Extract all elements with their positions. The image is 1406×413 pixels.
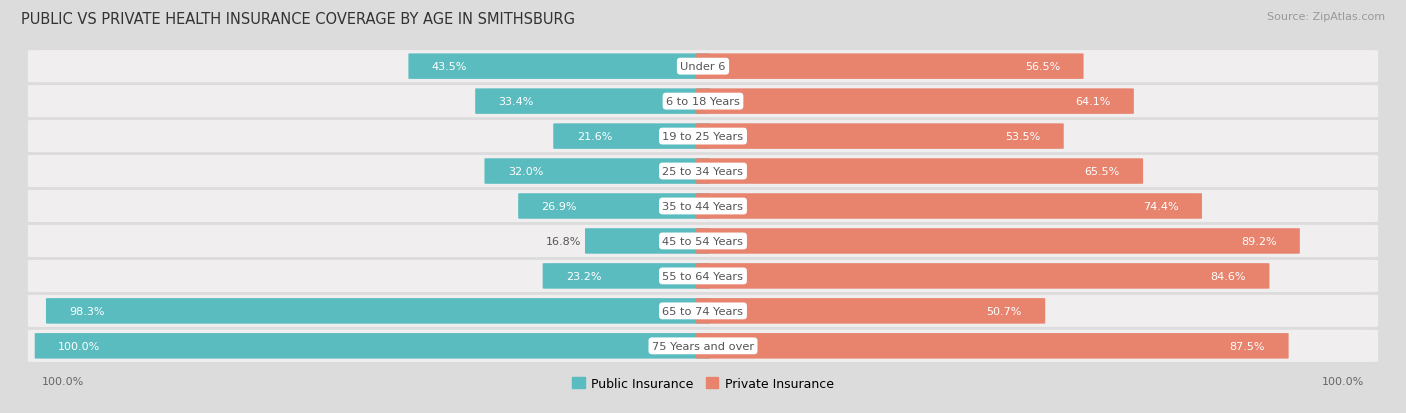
FancyBboxPatch shape bbox=[696, 54, 1084, 80]
FancyBboxPatch shape bbox=[696, 194, 1202, 219]
Text: 33.4%: 33.4% bbox=[499, 97, 534, 107]
Text: 56.5%: 56.5% bbox=[1025, 62, 1060, 72]
Text: 100.0%: 100.0% bbox=[42, 376, 84, 386]
Legend: Public Insurance, Private Insurance: Public Insurance, Private Insurance bbox=[567, 372, 839, 395]
FancyBboxPatch shape bbox=[585, 229, 710, 254]
FancyBboxPatch shape bbox=[28, 190, 1378, 223]
Text: 100.0%: 100.0% bbox=[1322, 376, 1364, 386]
FancyBboxPatch shape bbox=[28, 225, 1378, 257]
FancyBboxPatch shape bbox=[28, 260, 1378, 292]
FancyBboxPatch shape bbox=[696, 229, 1299, 254]
Text: 64.1%: 64.1% bbox=[1076, 97, 1111, 107]
Text: 65.5%: 65.5% bbox=[1084, 166, 1119, 177]
Text: 100.0%: 100.0% bbox=[58, 341, 100, 351]
Text: PUBLIC VS PRIVATE HEALTH INSURANCE COVERAGE BY AGE IN SMITHSBURG: PUBLIC VS PRIVATE HEALTH INSURANCE COVER… bbox=[21, 12, 575, 27]
FancyBboxPatch shape bbox=[519, 194, 710, 219]
Text: 19 to 25 Years: 19 to 25 Years bbox=[662, 132, 744, 142]
Text: 6 to 18 Years: 6 to 18 Years bbox=[666, 97, 740, 107]
Text: 55 to 64 Years: 55 to 64 Years bbox=[662, 271, 744, 281]
Text: 74.4%: 74.4% bbox=[1143, 202, 1178, 211]
Text: 65 to 74 Years: 65 to 74 Years bbox=[662, 306, 744, 316]
FancyBboxPatch shape bbox=[696, 299, 1045, 324]
Text: 43.5%: 43.5% bbox=[432, 62, 467, 72]
FancyBboxPatch shape bbox=[35, 333, 710, 359]
Text: 23.2%: 23.2% bbox=[567, 271, 602, 281]
Text: 89.2%: 89.2% bbox=[1240, 236, 1277, 247]
FancyBboxPatch shape bbox=[543, 263, 710, 289]
FancyBboxPatch shape bbox=[28, 295, 1378, 327]
FancyBboxPatch shape bbox=[28, 156, 1378, 188]
Text: 21.6%: 21.6% bbox=[576, 132, 612, 142]
FancyBboxPatch shape bbox=[475, 89, 710, 114]
FancyBboxPatch shape bbox=[553, 124, 710, 150]
FancyBboxPatch shape bbox=[28, 330, 1378, 362]
FancyBboxPatch shape bbox=[28, 51, 1378, 83]
FancyBboxPatch shape bbox=[696, 124, 1064, 150]
FancyBboxPatch shape bbox=[46, 299, 710, 324]
Text: 25 to 34 Years: 25 to 34 Years bbox=[662, 166, 744, 177]
Text: 84.6%: 84.6% bbox=[1211, 271, 1246, 281]
Text: 16.8%: 16.8% bbox=[546, 236, 581, 247]
FancyBboxPatch shape bbox=[696, 159, 1143, 184]
Text: Under 6: Under 6 bbox=[681, 62, 725, 72]
FancyBboxPatch shape bbox=[28, 121, 1378, 153]
FancyBboxPatch shape bbox=[485, 159, 710, 184]
Text: 75 Years and over: 75 Years and over bbox=[652, 341, 754, 351]
FancyBboxPatch shape bbox=[696, 263, 1270, 289]
Text: 35 to 44 Years: 35 to 44 Years bbox=[662, 202, 744, 211]
Text: 53.5%: 53.5% bbox=[1005, 132, 1040, 142]
Text: Source: ZipAtlas.com: Source: ZipAtlas.com bbox=[1267, 12, 1385, 22]
Text: 98.3%: 98.3% bbox=[69, 306, 105, 316]
Text: 32.0%: 32.0% bbox=[508, 166, 543, 177]
Text: 45 to 54 Years: 45 to 54 Years bbox=[662, 236, 744, 247]
FancyBboxPatch shape bbox=[696, 333, 1289, 359]
Text: 50.7%: 50.7% bbox=[987, 306, 1022, 316]
Text: 26.9%: 26.9% bbox=[541, 202, 576, 211]
Text: 87.5%: 87.5% bbox=[1230, 341, 1265, 351]
FancyBboxPatch shape bbox=[28, 86, 1378, 118]
FancyBboxPatch shape bbox=[696, 89, 1133, 114]
FancyBboxPatch shape bbox=[408, 54, 710, 80]
